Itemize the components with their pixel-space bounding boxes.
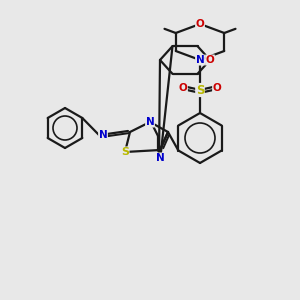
Text: O: O	[178, 83, 188, 93]
Text: O: O	[196, 19, 204, 29]
Text: S: S	[196, 83, 204, 97]
Text: N: N	[196, 55, 204, 65]
Text: S: S	[121, 147, 129, 157]
Text: O: O	[213, 83, 221, 93]
Text: N: N	[99, 130, 107, 140]
Text: O: O	[206, 55, 214, 65]
Text: N: N	[146, 117, 154, 127]
Text: N: N	[156, 153, 164, 163]
